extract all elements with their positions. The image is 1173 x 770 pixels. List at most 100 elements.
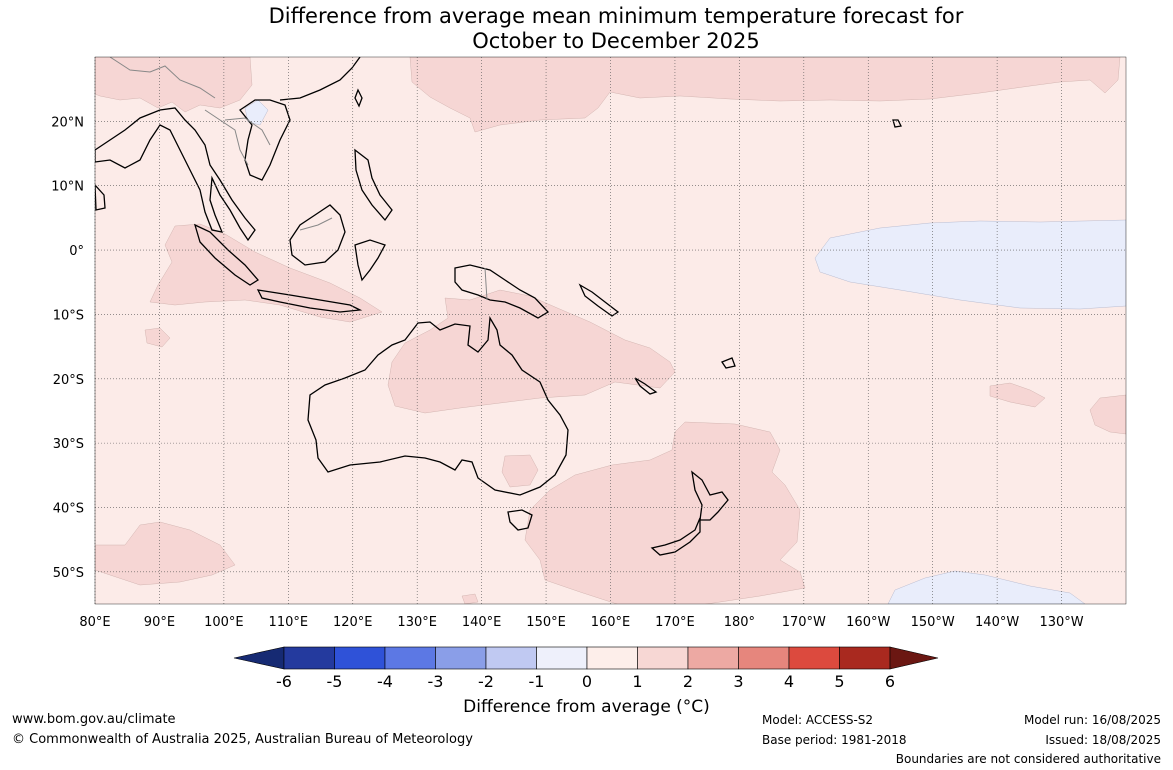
cool-region-equatorial-pacific [814, 219, 1126, 310]
lon-tick-label: 80°E [79, 615, 110, 630]
colorbar-segment [687, 646, 739, 670]
title-line-1: Difference from average mean minimum tem… [268, 4, 964, 28]
warm-region-australia [387, 289, 676, 414]
chart-title: Difference from average mean minimum tem… [0, 4, 1173, 54]
warm-region-small-2 [501, 454, 539, 488]
indochina-coastline [239, 99, 291, 181]
hawaii-coastline [892, 119, 902, 128]
model-run-text: Model run: 16/08/2025 [1023, 713, 1161, 727]
new-zealand-north-coastline [691, 470, 729, 521]
colorbar-segment [839, 646, 891, 670]
lon-tick-label: 130°W [1039, 615, 1083, 630]
border-line [484, 267, 488, 301]
china-coastline [279, 57, 361, 101]
lon-tick-label: 100°E [204, 615, 244, 630]
colorbar-tick-label: 5 [834, 672, 844, 691]
colorbar-tick-label: -1 [529, 672, 545, 691]
lat-tick-label: 30°S [53, 437, 84, 452]
lon-tick-label: 160°E [591, 615, 631, 630]
borneo-coastline [289, 204, 346, 266]
colorbar-tick-label: -5 [327, 672, 343, 691]
solomon-islands-coastline [578, 283, 620, 317]
warm-region-small-3 [461, 593, 479, 604]
coastlines [95, 57, 902, 556]
colorbar-tick-label: 6 [885, 672, 895, 691]
colorbar-tick-label: 0 [582, 672, 592, 691]
taiwan-coastline [354, 88, 363, 108]
warm-region-north-pacific [409, 57, 1121, 133]
colorbar-tick-label: 3 [733, 672, 743, 691]
warm-region-east-pacific-1 [989, 382, 1046, 408]
longitude-tick-labels: 80°E 90°E 100°E 110°E 120°E 130°E 140°E 150°E 16… [79, 615, 1083, 630]
colorbar-segment [788, 646, 840, 670]
colorbar-tick-label: -2 [478, 672, 494, 691]
colorbar-tick-label: 2 [683, 672, 693, 691]
graticule [94, 57, 1126, 604]
lat-tick-label: 10°N [51, 180, 84, 195]
warm-region-east-pacific-2 [1089, 394, 1126, 435]
warm-region-indian-ocean [149, 223, 383, 323]
philippines-coastline [354, 148, 393, 222]
colorbar-tick-label: -4 [377, 672, 393, 691]
tasmania-coastline [507, 509, 533, 531]
lon-tick-label: 170°E [655, 615, 695, 630]
lat-tick-label: 20°N [51, 115, 84, 130]
colorbar-segment [283, 646, 335, 670]
colorbar-segment [738, 646, 790, 670]
border-line [299, 217, 333, 231]
border-line [224, 117, 271, 146]
lat-tick-label: 40°S [53, 501, 84, 516]
colorbar [233, 646, 939, 670]
lon-tick-label: 120°E [333, 615, 373, 630]
australia-coastline [307, 315, 569, 496]
warm-region-tasman [524, 421, 806, 604]
disclaimer-text: Boundaries are not considered authoritat… [895, 752, 1161, 766]
base-period-text: Base period: 1981-2018 [762, 733, 907, 747]
model-text: Model: ACCESS-S2 [762, 713, 874, 727]
lon-tick-label: 130°E [397, 615, 437, 630]
colorbar-tick-labels: -6 -5 -4 -3 -2 -1 0 1 2 3 4 5 6 [276, 672, 895, 691]
lon-tick-label: 140°W [975, 615, 1019, 630]
lon-tick-label: 160°W [846, 615, 890, 630]
country-borders [109, 57, 488, 301]
lon-tick-label: 110°E [269, 615, 309, 630]
colorbar-segment [586, 646, 638, 670]
lon-tick-label: 150°W [911, 615, 955, 630]
colorbar-segment [334, 646, 386, 670]
colorbar-segment [637, 646, 689, 670]
fiji-coastline [721, 357, 736, 369]
lon-tick-label: 180° [724, 615, 755, 630]
anomaly-regions [95, 57, 1126, 604]
java-coastline [256, 289, 363, 313]
lon-tick-label: 170°W [782, 615, 826, 630]
sulawesi-coastline [354, 239, 386, 282]
colorbar-label: Difference from average (°C) [463, 697, 710, 717]
colorbar-segment [384, 646, 436, 670]
colorbar-tick-label: -3 [428, 672, 444, 691]
colorbar-segment [485, 646, 537, 670]
warm-region-southern-indian [95, 521, 236, 586]
border-line [109, 57, 216, 99]
latitude-tick-labels: 20°N 10°N 0° 10°S 20°S 30°S 40°S 50°S [51, 115, 84, 580]
sri-lanka-coastline [95, 184, 106, 211]
issued-text: Issued: 18/08/2025 [1045, 733, 1161, 747]
border-line [204, 109, 249, 166]
colorbar-extend-low [233, 646, 285, 670]
lat-tick-label: 50°S [53, 566, 84, 581]
map-frame [94, 56, 1127, 605]
sumatra-coastline [193, 223, 259, 286]
colorbar-segment [536, 646, 588, 670]
colorbar-tick-label: 1 [632, 672, 642, 691]
lat-tick-label: 20°S [53, 373, 84, 388]
copyright-text: © Commonwealth of Australia 2025, Austra… [12, 732, 473, 747]
new-caledonia-coastline [634, 377, 658, 395]
lat-tick-label: 10°S [53, 308, 84, 323]
colorbar-extend-high [889, 646, 939, 670]
website-text: www.bom.gov.au/climate [12, 712, 176, 727]
title-line-2: October to December 2025 [472, 29, 760, 53]
lon-tick-label: 90°E [144, 615, 175, 630]
colorbar-segment [435, 646, 487, 670]
mainland-asia-coastline [95, 107, 256, 242]
lon-tick-label: 140°E [462, 615, 502, 630]
